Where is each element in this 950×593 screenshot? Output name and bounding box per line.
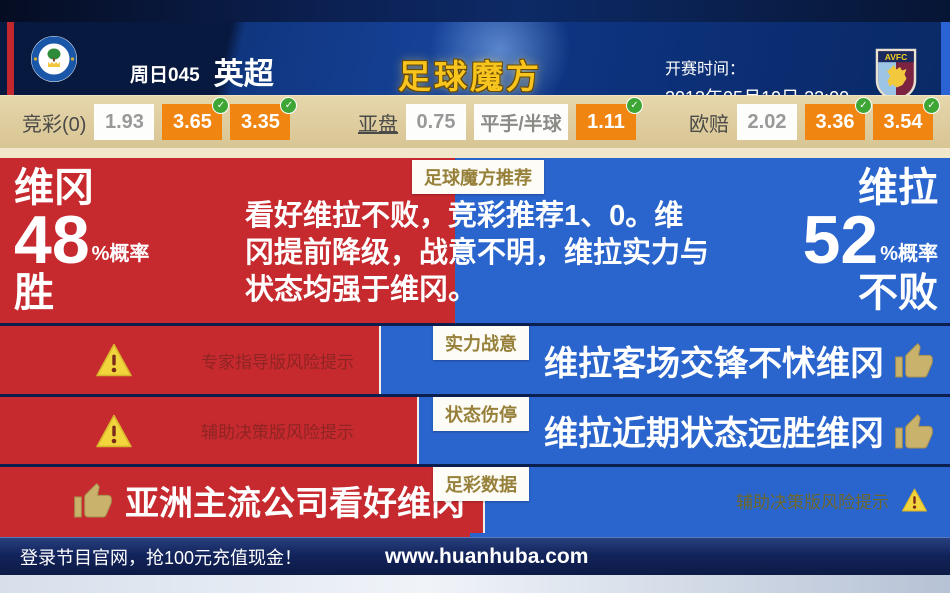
separator-strip [0, 148, 950, 158]
risk-text: 专家指导版风险提示 [201, 352, 354, 372]
brand-logo: 足球魔方 [398, 58, 542, 95]
home-outcome: 胜 [14, 271, 54, 315]
row-lottery-left: 亚洲主流公司看好维冈 [0, 467, 483, 533]
recommendation-tag: 足球魔方推荐 [412, 160, 544, 194]
odds-value: 3.35 [240, 110, 280, 133]
check-icon: ✓ [280, 97, 298, 114]
row-form: 辅助决策版风险提示 维拉近期状态远胜维冈 状态伤停 [0, 397, 950, 464]
away-team-badge-icon: AVFC [875, 48, 917, 102]
away-probability: 52 [802, 202, 879, 278]
footer: 登录节目官网，抢100元充值现金！ www.huanhuba.com [0, 537, 950, 575]
jingcai-odds-draw[interactable]: 3.65 ✓ [162, 97, 230, 140]
yapan-group: 亚盘 0.75 平手/半球 1.11 ✓ [358, 96, 643, 148]
row-headline: 亚洲主流公司看好维冈 [0, 476, 465, 525]
header-red-accent [7, 22, 14, 95]
check-icon: ✓ [626, 97, 643, 114]
row-headline: 维拉客场交锋不怵维冈 [544, 336, 950, 385]
yapan-handicap[interactable]: 平手/半球 [474, 104, 568, 140]
away-probability-suffix: %概率 [880, 243, 938, 265]
recommendation-line: 看好维拉不败，竞彩推荐1、0。维 [245, 200, 684, 232]
headline-text: 维拉近期状态远胜维冈 [544, 415, 884, 453]
odds-value: 0.75 [416, 110, 456, 133]
oupei-odds-draw[interactable]: 3.36 ✓ [805, 97, 872, 140]
row-strength-left: 专家指导版风险提示 [0, 326, 379, 394]
row-strength: 专家指导版风险提示 维拉客场交锋不怵维冈 实力战意 [0, 326, 950, 394]
check-icon: ✓ [212, 97, 230, 114]
thumbs-up-icon [895, 413, 933, 448]
risk-notice: 辅助决策版风险提示 [0, 414, 354, 448]
home-panel-background [0, 158, 455, 323]
risk-notice: 辅助决策版风险提示 [736, 488, 950, 513]
row-lottery-tag: 足彩数据 [433, 467, 529, 501]
home-team-badge-icon [31, 36, 77, 82]
away-outcome: 不败 [858, 271, 938, 315]
header: 周日045 英超 足球魔方 开赛时间： 2013年05月19日 23:00 AV… [0, 22, 950, 108]
thumbs-up-icon [895, 342, 933, 378]
row-lottery-data: 亚洲主流公司看好维冈 辅助决策版风险提示 足彩数据 [0, 467, 950, 533]
odds-value: 1.11 [587, 110, 625, 133]
home-prediction: 维冈 48 %概率 胜 [14, 164, 149, 318]
top-strip [0, 0, 950, 22]
match-number: 周日045 [130, 65, 200, 86]
recommendation-line: 状态均强于维冈。 [245, 274, 478, 306]
warning-icon [901, 488, 928, 512]
warning-icon [96, 343, 132, 377]
check-icon: ✓ [855, 97, 872, 114]
oupei-odds-away[interactable]: 3.54 ✓ [873, 97, 940, 140]
league-name: 英超 [213, 58, 274, 91]
kickoff-label: 开赛时间： [665, 61, 746, 78]
row-strength-tag: 实力战意 [433, 326, 529, 360]
divider-blue [470, 533, 950, 537]
footer-divider [0, 533, 950, 537]
risk-notice: 专家指导版风险提示 [0, 343, 354, 377]
home-probability: 48 [14, 202, 90, 278]
odds-value: 1.93 [104, 110, 144, 133]
header-blue-accent [941, 22, 950, 95]
headline-text: 亚洲主流公司看好维冈 [125, 484, 465, 523]
row-headline: 维拉近期状态远胜维冈 [544, 406, 950, 455]
odds-value: 3.65 [172, 110, 212, 133]
jingcai-group: 竞彩(0) 1.93 3.65 ✓ 3.35 ✓ [22, 96, 298, 148]
jingcai-odds-home[interactable]: 1.93 [94, 104, 155, 140]
odds-value: 3.54 [883, 110, 923, 133]
divider-red [0, 533, 470, 537]
footer-promo-text: 登录节目官网，抢100元充值现金！ [20, 547, 303, 568]
yapan-odds-home[interactable]: 0.75 [406, 104, 466, 140]
home-team-name: 维冈 [14, 166, 94, 210]
row-form-tag: 状态伤停 [433, 397, 529, 431]
away-prediction: 维拉 52 %概率 不败 [803, 164, 938, 318]
oupei-group: 欧赔 2.02 3.36 ✓ 3.54 ✓ [689, 96, 940, 148]
risk-text: 辅助决策版风险提示 [201, 423, 354, 442]
warning-icon [96, 414, 132, 447]
handicap-value: 平手/半球 [480, 113, 562, 135]
jingcai-label: 竞彩(0) [22, 113, 87, 136]
thumbs-up-icon [74, 482, 112, 518]
home-probability-suffix: %概率 [91, 243, 150, 265]
footer-website-link[interactable]: www.huanhuba.com [385, 544, 589, 568]
yapan-label[interactable]: 亚盘 [358, 113, 398, 136]
prediction-panel: 足球魔方推荐 维冈 48 %概率 胜 维拉 52 %概率 不败 看好维拉不败，竞… [0, 158, 950, 323]
odds-value: 2.02 [747, 110, 787, 133]
odds-bar: 竞彩(0) 1.93 3.65 ✓ 3.35 ✓ 亚盘 0.75 平手/半球 1… [0, 95, 950, 148]
match-info: 周日045 英超 [130, 55, 274, 91]
away-team-name: 维拉 [858, 166, 938, 210]
oupei-odds-home[interactable]: 2.02 [737, 104, 797, 140]
bottom-strip [0, 575, 950, 593]
headline-text: 维拉客场交锋不怵维冈 [544, 344, 884, 383]
odds-value: 3.36 [815, 110, 855, 133]
risk-text: 辅助决策版风险提示 [736, 492, 889, 512]
jingcai-odds-away[interactable]: 3.35 ✓ [230, 97, 298, 140]
oupei-label: 欧赔 [689, 113, 729, 136]
recommendation-text: 看好维拉不败，竞彩推荐1、0。维 冈提前降级，战意不明，维拉实力与 状态均强于维… [245, 198, 709, 309]
check-icon: ✓ [923, 97, 940, 114]
yapan-odds-away[interactable]: 1.11 ✓ [576, 97, 643, 140]
row-form-left: 辅助决策版风险提示 [0, 397, 417, 464]
svg-text:AVFC: AVFC [885, 52, 908, 62]
row-lottery-right: 辅助决策版风险提示 [485, 467, 950, 533]
recommendation-line: 冈提前降级，战意不明，维拉实力与 [245, 237, 710, 269]
